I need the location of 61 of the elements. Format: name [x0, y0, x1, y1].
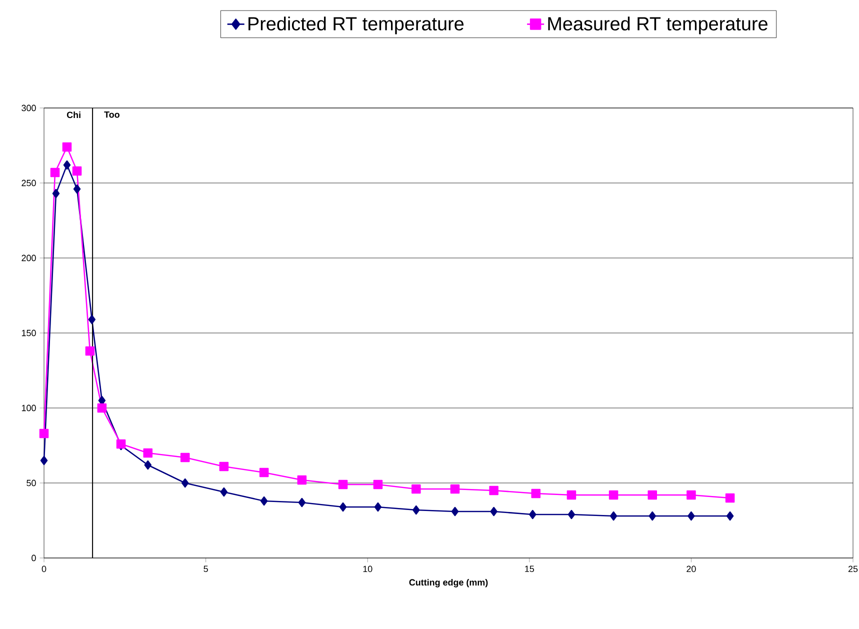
x-tick-label: 0 — [42, 566, 46, 572]
point — [298, 498, 306, 508]
point — [610, 511, 618, 521]
point — [85, 346, 95, 356]
point — [531, 488, 541, 498]
point — [181, 478, 189, 488]
point — [88, 314, 96, 324]
point — [373, 480, 383, 490]
point — [143, 448, 153, 458]
point — [144, 460, 152, 470]
point — [220, 487, 228, 497]
point — [297, 475, 307, 485]
point — [259, 468, 269, 478]
point — [688, 511, 695, 521]
point — [72, 166, 82, 176]
point — [490, 506, 498, 516]
y-tick-label: 100 — [22, 404, 36, 412]
y-tick-label: 300 — [22, 104, 36, 112]
annotation: Chi — [66, 112, 80, 118]
point — [260, 496, 268, 506]
x-tick-label: 10 — [363, 566, 372, 572]
point — [725, 493, 735, 503]
point — [219, 462, 229, 472]
point — [566, 490, 576, 500]
point — [338, 480, 348, 490]
point — [39, 428, 49, 438]
point — [40, 456, 48, 466]
point — [726, 511, 734, 521]
point — [62, 142, 72, 152]
x-tick-label: 15 — [525, 566, 534, 572]
x-tick-label: 25 — [848, 566, 858, 572]
point — [97, 403, 107, 413]
point — [50, 168, 60, 178]
point — [73, 184, 81, 194]
point — [451, 506, 459, 516]
point — [686, 490, 696, 500]
point — [608, 490, 618, 500]
point — [648, 490, 658, 500]
point — [648, 511, 656, 521]
y-tick-label: 150 — [22, 330, 36, 336]
point — [412, 505, 420, 515]
point — [52, 188, 60, 198]
point — [412, 484, 421, 494]
point — [568, 510, 576, 520]
legend-label: Predicted RT temperature — [248, 16, 464, 34]
y-tick-label: 50 — [26, 480, 36, 486]
x-tick-label: 5 — [204, 566, 208, 572]
x-tick-label: 20 — [686, 566, 696, 572]
x-axis-title: Cutting edge (mm) — [409, 578, 488, 588]
annotation: Too — [104, 112, 120, 118]
y-tick-label: 200 — [22, 254, 36, 262]
point — [374, 502, 382, 512]
y-tick-label: 0 — [32, 554, 36, 562]
point — [339, 502, 347, 512]
point — [450, 484, 460, 494]
y-tick-label: 250 — [22, 180, 36, 186]
point — [180, 452, 190, 462]
point — [529, 510, 536, 520]
point — [489, 486, 498, 496]
legend-label: Measured RT temperature — [548, 16, 768, 34]
point — [63, 160, 71, 170]
